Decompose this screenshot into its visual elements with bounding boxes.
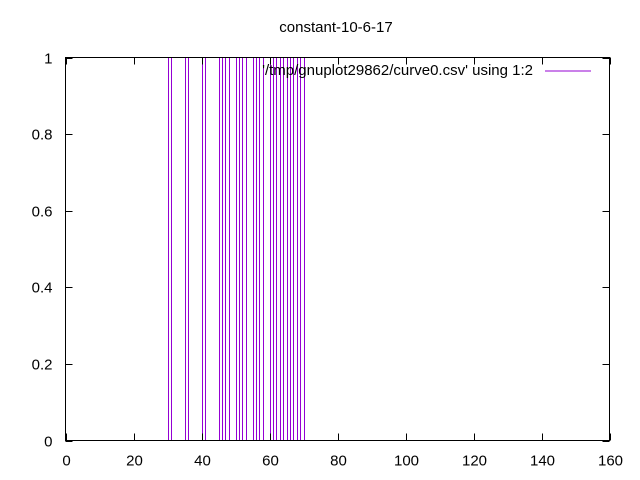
y-tick-label: 0.8 xyxy=(32,127,53,144)
y-tick-label: 1 xyxy=(44,51,52,68)
x-tick-label: 100 xyxy=(394,453,419,470)
x-tick-label: 80 xyxy=(330,453,347,470)
y-tick-label: 0.6 xyxy=(32,204,53,221)
legend: '/tmp/gnuplot29862/curve0.csv' using 1:2 xyxy=(262,62,591,79)
y-tick-label: 0.4 xyxy=(32,280,53,297)
legend-label: '/tmp/gnuplot29862/curve0.csv' using 1:2 xyxy=(262,62,533,79)
x-tick-label: 20 xyxy=(126,453,143,470)
impulse-series xyxy=(168,57,305,441)
plot-frame xyxy=(65,57,610,441)
x-tick-label: 0 xyxy=(62,453,70,470)
axis-ticks xyxy=(65,57,611,442)
x-tick-label: 60 xyxy=(262,453,279,470)
y-tick-label: 0 xyxy=(44,434,52,451)
y-tick-label: 0.2 xyxy=(32,357,53,374)
x-tick-label: 40 xyxy=(194,453,211,470)
x-tick-label: 140 xyxy=(530,453,555,470)
x-tick-label: 120 xyxy=(462,453,487,470)
chart-title: constant-10-6-17 xyxy=(279,19,392,36)
axis-tick-labels: 0 20 40 60 80 100 120 140 160 0 0.2 0.4 0.6 0.8 1 xyxy=(32,51,623,470)
x-tick-label: 160 xyxy=(598,453,623,470)
